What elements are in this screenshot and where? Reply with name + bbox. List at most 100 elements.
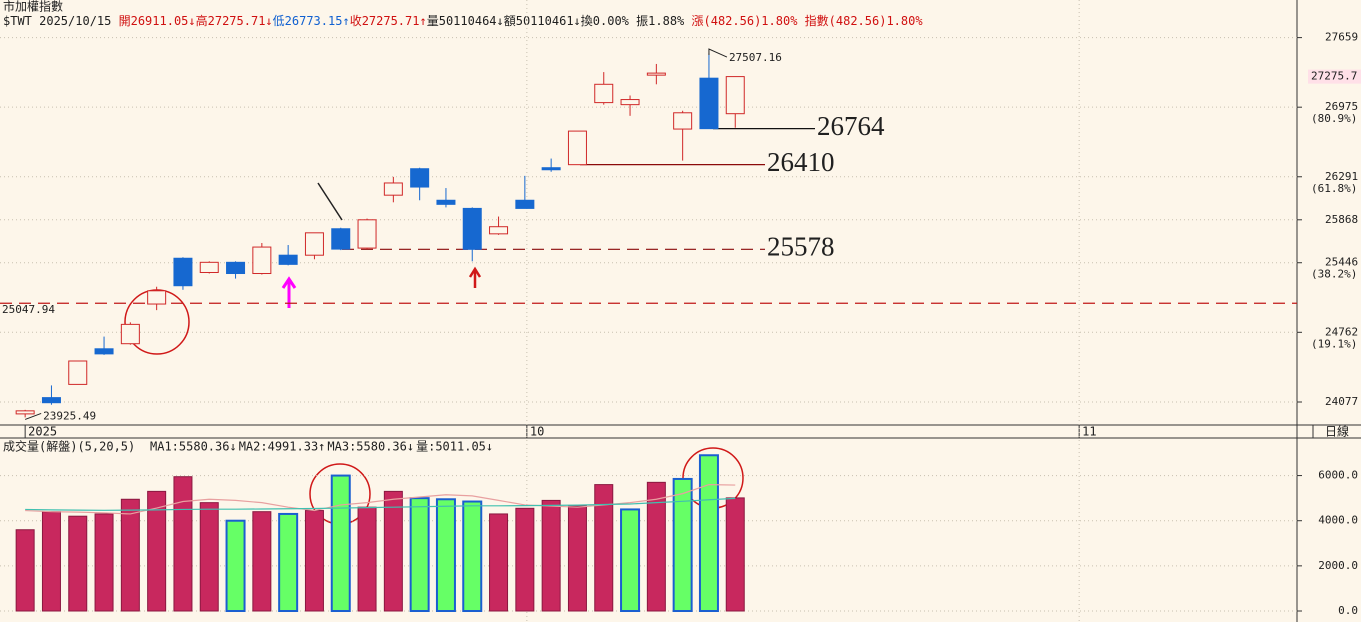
candle-body bbox=[15, 410, 35, 415]
volume-bar bbox=[383, 490, 403, 612]
header-item: 開26911.05↓ bbox=[119, 14, 196, 28]
x-tick-label: 2025 bbox=[28, 425, 57, 439]
volume-bar bbox=[409, 497, 430, 612]
volume-bar bbox=[567, 505, 587, 612]
candle-body bbox=[147, 290, 167, 305]
volume-title: 成交量(解盤)(5,20,5) bbox=[3, 439, 135, 454]
candle-body bbox=[41, 397, 61, 404]
candle-body bbox=[594, 83, 614, 104]
legend-item: MA2:4991.33↑ bbox=[239, 440, 326, 454]
header-item: 指數(482.56)1.80% bbox=[805, 13, 924, 28]
level-label: 26764 bbox=[817, 111, 885, 141]
header-item: 量50110464↓ bbox=[427, 14, 504, 28]
pointer-line bbox=[317, 182, 343, 221]
level-label: 25578 bbox=[767, 232, 835, 262]
candle-body bbox=[725, 76, 745, 115]
y-tick-label: 0.0 bbox=[1338, 604, 1358, 617]
volume-bar bbox=[435, 498, 456, 612]
volume-bar bbox=[94, 513, 114, 612]
level-label: 25047.94 bbox=[2, 303, 55, 316]
candle-body bbox=[462, 207, 482, 250]
candle-body bbox=[173, 257, 193, 287]
high-label: 27507.16 bbox=[729, 51, 782, 64]
candle-body bbox=[120, 323, 140, 345]
volume-bar bbox=[698, 454, 719, 612]
level-label: 26410 bbox=[767, 147, 835, 177]
volume-bar bbox=[41, 511, 61, 612]
header-item: 漲(482.56)1.80% bbox=[692, 14, 805, 28]
x-tick-label: 11 bbox=[1082, 425, 1096, 439]
legend-item: 量:5011.05↓ bbox=[416, 440, 493, 454]
volume-bar bbox=[594, 484, 614, 612]
header-item: 高27275.71↓ bbox=[196, 13, 273, 28]
candle-body bbox=[436, 199, 456, 205]
candle-body bbox=[383, 182, 403, 196]
y-tick-label: 6000.0 bbox=[1318, 469, 1358, 482]
candle-body bbox=[226, 261, 246, 275]
volume-bar bbox=[541, 499, 561, 612]
candle-body bbox=[541, 167, 561, 171]
volume-bar bbox=[304, 510, 324, 612]
volume-bar bbox=[15, 529, 35, 612]
volume-bar bbox=[515, 507, 535, 612]
y-tick-label: 4000.0 bbox=[1318, 514, 1358, 527]
volume-bar bbox=[646, 481, 666, 612]
fib-label: (80.9%) bbox=[1311, 112, 1357, 125]
volume-bar bbox=[725, 497, 745, 612]
header-item: 低26773.15↑ bbox=[273, 14, 350, 28]
header-item: 額50110461↓ bbox=[504, 14, 581, 28]
last-price-label: 27275.7 bbox=[1311, 70, 1357, 83]
volume-bar bbox=[357, 506, 377, 612]
header-item: 振1.88% bbox=[636, 14, 691, 28]
volume-bar bbox=[489, 513, 509, 612]
candle-body bbox=[567, 130, 587, 166]
header-item: 換0.00% bbox=[581, 14, 636, 28]
candle-body bbox=[68, 360, 88, 385]
volume-bar bbox=[330, 474, 351, 613]
x-tick-label: 10 bbox=[530, 425, 544, 439]
header-item: 收27275.71↑ bbox=[350, 14, 427, 28]
y-tick-label: 26975 bbox=[1325, 100, 1358, 113]
fib-label: (38.2%) bbox=[1311, 268, 1357, 281]
y-tick-label: 25446 bbox=[1325, 256, 1358, 269]
candle-body bbox=[646, 72, 666, 76]
candle-body bbox=[410, 168, 430, 188]
volume-bar bbox=[252, 511, 272, 612]
candle-body bbox=[673, 112, 693, 130]
candle-body bbox=[489, 226, 509, 235]
candle-body bbox=[331, 228, 351, 250]
fib-label: (19.1%) bbox=[1311, 337, 1357, 350]
timeframe: 日線 bbox=[1325, 424, 1349, 439]
volume-bar bbox=[147, 490, 167, 612]
candle-body bbox=[620, 99, 640, 106]
volume-bar bbox=[199, 502, 219, 612]
header-item: $TWT 2025/10/15 bbox=[3, 14, 119, 28]
label-leader bbox=[24, 412, 42, 420]
candle-body bbox=[357, 219, 377, 249]
volume-bar bbox=[225, 519, 246, 613]
y-tick-label: 26291 bbox=[1325, 170, 1358, 183]
candle-body bbox=[252, 246, 272, 275]
y-tick-label: 25868 bbox=[1325, 213, 1358, 226]
candle-body bbox=[515, 199, 535, 209]
candle-body bbox=[278, 254, 298, 265]
header: $TWT 2025/10/15 開26911.05↓高27275.71↓低267… bbox=[3, 13, 923, 28]
volume-bar bbox=[68, 515, 88, 612]
volume-bar bbox=[173, 476, 193, 612]
volume-bar bbox=[120, 498, 140, 612]
volume-bar bbox=[620, 508, 641, 612]
last-price-box bbox=[1308, 69, 1361, 84]
low-label: 23925.49 bbox=[43, 409, 96, 422]
volume-bar bbox=[672, 477, 693, 613]
candle-body bbox=[94, 348, 114, 355]
y-tick-label: 24077 bbox=[1325, 395, 1358, 408]
candle-body bbox=[199, 261, 219, 273]
title: 市加權指數 bbox=[3, 0, 63, 14]
legend-item: MA1:5580.36↓ bbox=[150, 440, 237, 454]
y-tick-label: 24762 bbox=[1325, 325, 1358, 338]
candle-body bbox=[699, 77, 719, 130]
legend-item: MA3:5580.36↓ bbox=[327, 440, 414, 454]
y-tick-label: 2000.0 bbox=[1318, 559, 1358, 572]
up-arrow bbox=[468, 266, 482, 288]
